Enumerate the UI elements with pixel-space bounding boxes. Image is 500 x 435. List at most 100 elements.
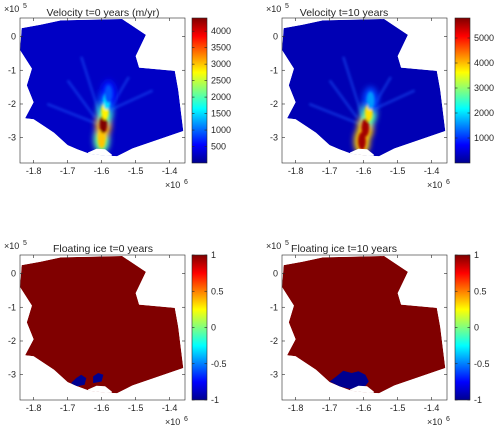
grounded-ice: [20, 256, 184, 394]
axes-box: [281, 17, 448, 164]
y-exponent: 5: [285, 240, 289, 247]
x-exponent-label: ×10: [165, 417, 180, 427]
colorbar-tick-label: 4000: [474, 58, 494, 68]
y-tick-label: -2: [270, 336, 278, 346]
x-tick-label: -1.4: [162, 166, 178, 176]
tributary: [308, 102, 361, 126]
colorbar-tick-label: -0.5: [474, 359, 490, 369]
y-tick-label: -1: [270, 65, 278, 75]
y-exponent-label: ×10: [4, 4, 19, 14]
x-tick-label: -1.4: [424, 403, 440, 413]
x-exponent: 6: [184, 179, 188, 186]
axes: -1.8 -1.7 -1.6 -1.5 -1.4 0 -1 -2 -3 ×10 5 ×10 6: [4, 240, 188, 427]
y-exponent-label: ×10: [4, 241, 19, 251]
axes-box: [19, 254, 186, 401]
x-exponent-label: ×10: [427, 417, 442, 427]
y-tick-label: -2: [8, 336, 16, 346]
colorbar-tick-label: 3000: [211, 59, 231, 69]
y-tick-label: -3: [270, 370, 278, 380]
y-exponent: 5: [23, 240, 27, 247]
colorbar-tick-label: 0.5: [211, 286, 224, 296]
streak-point: [361, 118, 370, 137]
x-tick-label: -1.6: [94, 166, 110, 176]
x-tick-label: -1.8: [288, 403, 304, 413]
y-exponent: 5: [23, 3, 27, 10]
streak-point: [99, 115, 108, 134]
x-tick-label: -1.7: [60, 166, 76, 176]
x-tick-label: -1.5: [128, 403, 144, 413]
x-tick-label: -1.6: [356, 166, 372, 176]
x-tick-label: -1.6: [94, 403, 110, 413]
floating-ice: [71, 373, 104, 387]
y-tick-label: 0: [11, 269, 16, 279]
colorbar-tick-label: 1500: [211, 109, 231, 119]
panel-velocity-t10: Velocity t=10 years -1.8 -1.7 -1.6 -1.5 -1.4…: [266, 3, 494, 190]
map-area: [282, 19, 446, 157]
y-exponent-label: ×10: [266, 4, 281, 14]
x-tick-label: -1.4: [162, 403, 178, 413]
colorbar-tick-label: 1000: [211, 125, 231, 135]
colorbar-tick-label: 0: [474, 323, 479, 333]
colorbar-tick-label: 4000: [211, 26, 231, 36]
y-tick-label: -1: [8, 302, 16, 312]
streak-core: [357, 91, 375, 151]
y-tick-label: 0: [11, 32, 16, 42]
y-exponent-label: ×10: [266, 241, 281, 251]
colorbar-tick-label: 5000: [474, 33, 494, 43]
panel-floating-t0: Floating ice t=0 years -1.8 -1.7 -1.6 -1.5-…: [4, 240, 227, 427]
colorbar: 1 0.5 0 -0.5 -1: [191, 250, 227, 405]
x-tick-label: -1.5: [128, 166, 144, 176]
streak-point: [366, 91, 375, 110]
streak-point: [357, 132, 366, 151]
colorbar-tick-label: 2000: [474, 108, 494, 118]
colorbar-tick-label: 1000: [474, 133, 494, 143]
colorbar: 500 1000 1500 2000 2500 3000 3500 4000: [191, 17, 231, 164]
colorbar-gradient: [191, 17, 208, 164]
tributary: [66, 79, 96, 119]
x-tick-label: -1.4: [424, 166, 440, 176]
map-area: [20, 19, 184, 157]
x-tick-label: -1.8: [288, 166, 304, 176]
y-tick-label: -3: [270, 133, 278, 143]
x-tick-label: -1.5: [390, 166, 406, 176]
floating-patch: [329, 370, 369, 389]
x-exponent: 6: [184, 416, 188, 423]
colorbar-tick-label: -0.5: [211, 359, 227, 369]
x-exponent: 6: [446, 416, 450, 423]
x-tick-label: -1.5: [390, 403, 406, 413]
y-tick-label: -2: [270, 99, 278, 109]
y-tick-label: -2: [8, 99, 16, 109]
streak-core: [97, 84, 113, 149]
x-tick-label: -1.7: [322, 166, 338, 176]
x-tick-label: -1.8: [26, 403, 42, 413]
domain-fill: [282, 19, 446, 157]
panel-title: Velocity t=0 years (m/yr): [47, 7, 160, 19]
tributary: [369, 89, 416, 112]
map-area: [20, 256, 184, 394]
colorbar-tick-label: 3500: [211, 43, 231, 53]
floating-patch: [93, 373, 104, 384]
floating-ice: [329, 370, 369, 389]
colorbar-tick-label: -1: [474, 395, 482, 405]
y-tick-label: -3: [8, 133, 16, 143]
grounded-ice: [282, 256, 446, 394]
x-exponent-label: ×10: [427, 180, 442, 190]
colorbar: 1 0.5 0 -0.5 -1: [454, 250, 490, 405]
y-tick-label: -3: [8, 370, 16, 380]
streak-point: [104, 84, 113, 103]
tributary: [107, 89, 154, 112]
colorbar-tick-label: 1: [211, 250, 216, 260]
y-tick-label: -1: [270, 302, 278, 312]
panel-floating-t10: Floating ice t=10 years -1.8 -1.7 -1.6 -1.5…: [266, 240, 490, 427]
panel-title: Floating ice t=0 years: [53, 243, 153, 255]
floating-patch: [71, 374, 87, 387]
x-tick-label: -1.7: [60, 403, 76, 413]
x-exponent-label: ×10: [165, 180, 180, 190]
y-tick-label: 0: [273, 269, 278, 279]
colorbar-tick-label: 500: [211, 142, 226, 152]
axes: -1.8 -1.7 -1.6 -1.5 -1.4 0 -1 -2 -3 ×10 5 ×10 6: [266, 3, 450, 190]
x-exponent: 6: [446, 179, 450, 186]
colorbar-tick-label: 0: [211, 323, 216, 333]
tributary: [342, 56, 365, 122]
